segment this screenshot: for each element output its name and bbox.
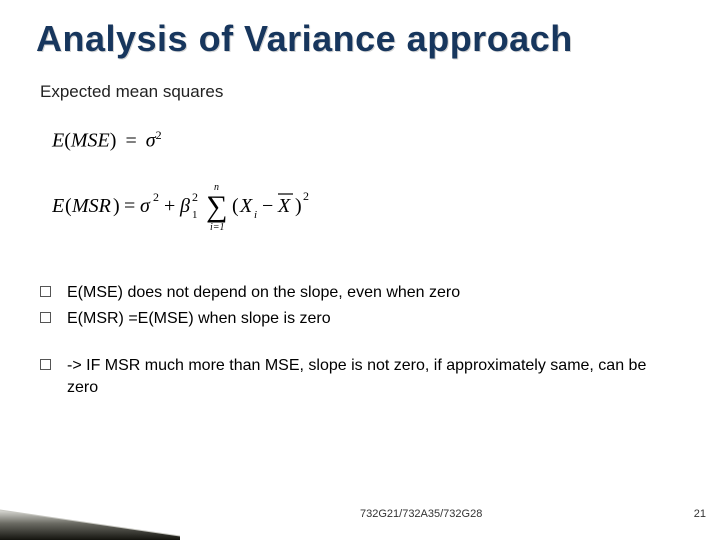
slide-root: Analysis of Variance approach Expected m… [0, 0, 720, 540]
svg-text:(: ( [232, 195, 239, 217]
bullet-marker-icon [40, 286, 51, 297]
page-number: 21 [694, 508, 706, 520]
svg-text:σ: σ [140, 195, 151, 217]
bullet-marker-icon [40, 359, 51, 370]
slide-title: Analysis of Variance approach [36, 18, 573, 60]
bullet-item: E(MSR) =E(MSE) when slope is zero [40, 308, 670, 330]
svg-text:i: i [254, 209, 257, 221]
svg-text:2: 2 [192, 190, 198, 204]
bullet-item: E(MSE) does not depend on the slope, eve… [40, 282, 670, 304]
svg-text:): ) [113, 195, 120, 217]
svg-text:+: + [164, 195, 175, 217]
bullet-marker-icon [40, 312, 51, 323]
svg-text:β: β [179, 195, 190, 217]
svg-text:2: 2 [303, 189, 309, 203]
svg-text:(: ( [65, 195, 72, 217]
svg-text:1: 1 [192, 209, 198, 221]
svg-text:−: − [262, 195, 273, 217]
equation-emsr: E ( MSR ) = σ 2 + β 1 2 ∑ i=1 n ( X i − [52, 178, 352, 238]
equation-emse: E(MSE) = σ2 [52, 128, 162, 153]
bullet-item: -> IF MSR much more than MSE, slope is n… [40, 355, 670, 398]
decorative-wedge-icon [0, 506, 180, 540]
svg-text:2: 2 [153, 190, 159, 204]
footer-course-code: 732G21/732A35/732G28 [360, 508, 482, 520]
svg-text:n: n [214, 182, 219, 193]
bullet-text: E(MSR) =E(MSE) when slope is zero [67, 308, 670, 330]
svg-text:): ) [295, 195, 302, 217]
svg-text:∑: ∑ [206, 190, 227, 223]
svg-text:i=1: i=1 [210, 222, 225, 233]
slide-subtitle: Expected mean squares [40, 82, 223, 102]
eq2-func: E [52, 195, 64, 217]
bullet-list: E(MSE) does not depend on the slope, eve… [40, 282, 670, 402]
bullet-text: E(MSE) does not depend on the slope, eve… [67, 282, 670, 304]
bullet-text: -> IF MSR much more than MSE, slope is n… [67, 355, 670, 398]
svg-text:X: X [277, 195, 291, 217]
svg-text:=: = [124, 195, 135, 217]
svg-text:X: X [239, 195, 253, 217]
svg-text:MSR: MSR [71, 195, 111, 217]
